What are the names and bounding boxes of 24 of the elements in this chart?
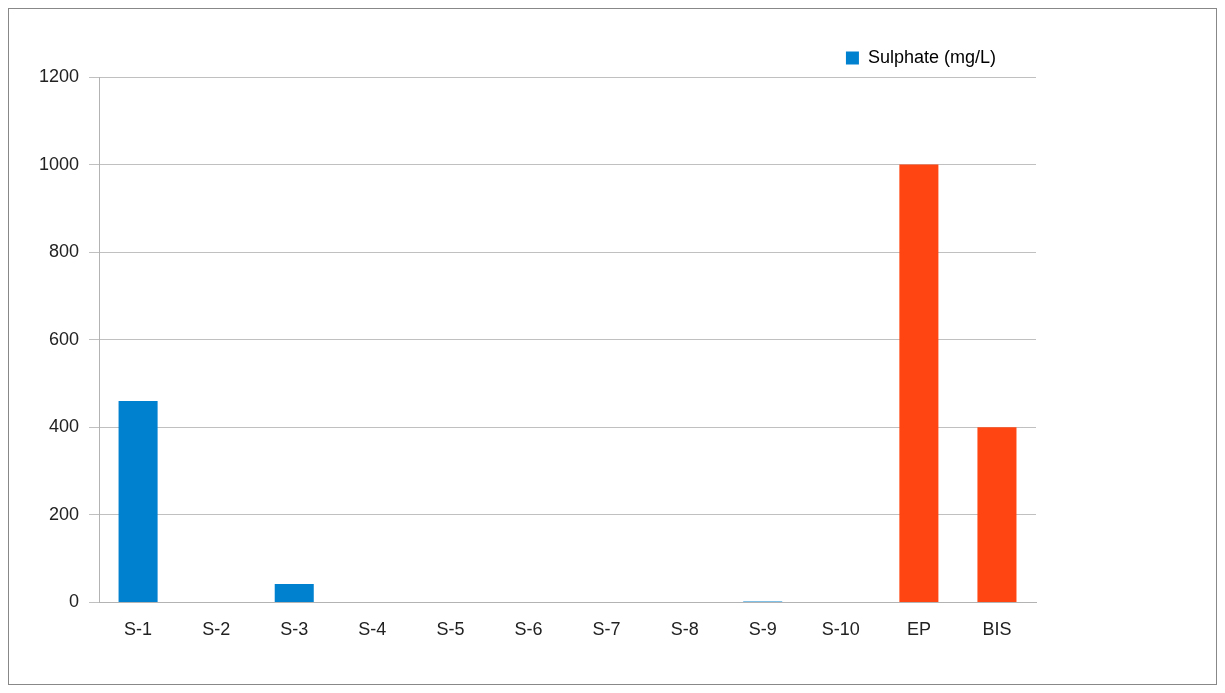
x-tick-label: S-2: [202, 619, 231, 640]
x-tick-label: S-8: [670, 619, 699, 640]
x-tick-label: S-9: [748, 619, 777, 640]
bar: [977, 427, 1017, 602]
y-tick-label: 600: [49, 328, 80, 349]
y-tick-label: 200: [49, 503, 80, 524]
y-tick-label: 1200: [39, 65, 80, 86]
x-tick-label: S-4: [358, 619, 387, 640]
y-tick-label: 0: [69, 591, 80, 612]
x-tick-label: S-7: [592, 619, 621, 640]
bar: [899, 164, 939, 602]
x-tick-label: S-6: [514, 619, 543, 640]
y-tick-label: 1000: [39, 153, 80, 174]
x-tick-label: S-5: [436, 619, 465, 640]
x-tick-label: S-10: [821, 619, 860, 640]
y-tick-label: 800: [49, 241, 80, 262]
legend-label: Sulphate (mg/L): [867, 46, 997, 67]
x-tick-label: BIS: [982, 619, 1012, 640]
x-tick-label: S-1: [124, 619, 153, 640]
x-tick-label: EP: [906, 619, 931, 640]
x-tick-label: S-3: [280, 619, 309, 640]
bar: [274, 584, 314, 602]
bar: [118, 401, 158, 602]
y-tick-label: 400: [49, 416, 80, 437]
